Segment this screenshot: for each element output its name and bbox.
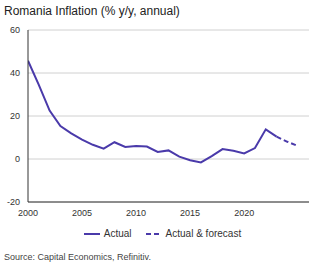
svg-text:2020: 2020: [234, 208, 254, 218]
svg-text:40: 40: [10, 68, 20, 78]
svg-text:2000: 2000: [18, 208, 38, 218]
svg-text:2015: 2015: [180, 208, 200, 218]
html-text:Actual: Actual: [103, 228, 132, 239]
svg-text:0: 0: [15, 154, 20, 164]
html-text:Romania Inflation (% y/y, annu: Romania Inflation (% y/y, annual): [4, 4, 180, 18]
svg-text:2005: 2005: [72, 208, 92, 218]
svg-text:60: 60: [10, 25, 20, 35]
html-text:Source: Capital Economics, Ref: Source: Capital Economics, Refinitiv.: [4, 252, 151, 262]
svg-text:20: 20: [10, 111, 20, 121]
html-text:Actual & forecast: Actual & forecast: [165, 228, 242, 239]
svg-text:2010: 2010: [126, 208, 146, 218]
svg-text:-20: -20: [8, 197, 20, 207]
